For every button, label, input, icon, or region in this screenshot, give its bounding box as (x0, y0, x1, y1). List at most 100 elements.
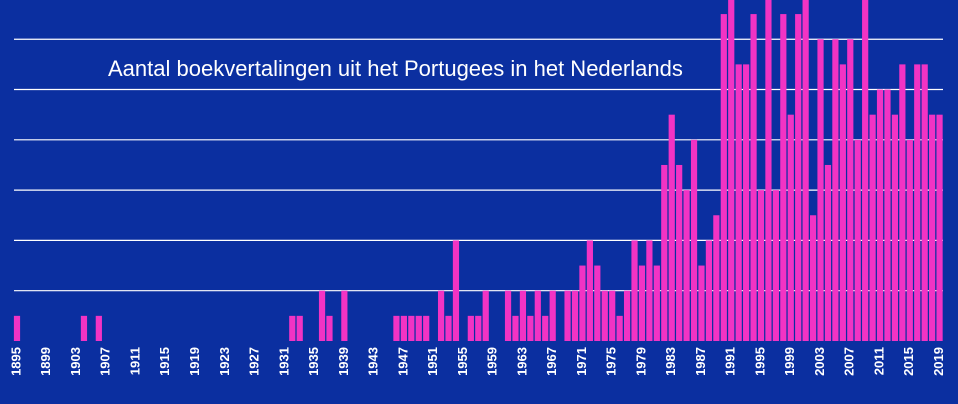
bar (80, 315, 88, 341)
x-tick-label: 2015 (901, 347, 916, 376)
bar (653, 265, 660, 341)
bar (609, 290, 616, 341)
bar (899, 64, 906, 341)
x-tick-label: 1907 (98, 347, 113, 376)
bar (408, 315, 415, 341)
bar (757, 190, 765, 341)
bar (869, 114, 876, 341)
bar (504, 290, 512, 341)
x-axis: 1895 1899 1903 1907 1911 1915 1919 1923 1927 1931… (8, 347, 946, 376)
bar (772, 190, 779, 341)
x-tick-label: 1971 (574, 347, 589, 376)
bar (906, 139, 913, 341)
bar (914, 64, 921, 341)
bar (289, 315, 296, 341)
x-tick-label: 1919 (187, 347, 202, 376)
bar (579, 265, 586, 341)
bar (787, 114, 794, 341)
bar (824, 164, 832, 341)
x-tick-label: 2019 (931, 347, 946, 376)
bar (571, 290, 579, 341)
bar (616, 315, 623, 341)
bar (542, 315, 549, 341)
grid (14, 38, 943, 292)
x-tick-label: 1959 (485, 347, 500, 376)
bar (765, 0, 772, 341)
bar (631, 240, 638, 341)
bar (475, 315, 482, 341)
bar (564, 290, 571, 341)
bar (720, 14, 727, 341)
bar (690, 139, 698, 341)
bar (705, 240, 713, 341)
bar (341, 290, 348, 341)
bar (437, 290, 445, 341)
bar (519, 290, 527, 341)
bar (876, 89, 884, 341)
bar (445, 315, 452, 341)
bar (884, 89, 891, 341)
bar (452, 240, 460, 341)
bar (832, 39, 839, 341)
x-tick-label: 1903 (68, 347, 83, 376)
x-tick-label: 1991 (723, 347, 738, 376)
x-tick-label: 1983 (663, 347, 678, 376)
bar (549, 290, 556, 341)
bar (936, 114, 943, 341)
bar (527, 315, 534, 341)
bar (743, 64, 750, 341)
bars (13, 0, 943, 341)
bar (512, 315, 519, 341)
bar (683, 190, 690, 341)
x-tick-label: 2011 (871, 347, 886, 375)
bar (326, 315, 333, 341)
x-tick-label: 1895 (8, 347, 23, 376)
bar (847, 39, 854, 341)
x-tick-label: 1951 (425, 347, 440, 376)
x-tick-label: 2003 (812, 347, 827, 376)
bar (400, 315, 407, 341)
x-tick-label: 1931 (276, 347, 291, 376)
bar (638, 265, 646, 341)
bar (839, 64, 846, 341)
x-tick-label: 1955 (455, 347, 470, 376)
x-tick-label: 2007 (842, 347, 857, 376)
x-tick-label: 1923 (217, 347, 232, 376)
x-tick-label: 1935 (306, 347, 321, 376)
x-tick-label: 1963 (514, 347, 529, 376)
bar (921, 64, 928, 341)
bar (728, 0, 735, 341)
bar (534, 290, 541, 341)
bar (415, 315, 422, 341)
x-tick-label: 1967 (544, 347, 559, 376)
bar (809, 215, 817, 341)
bar (802, 0, 809, 341)
bar (13, 315, 21, 341)
x-tick-label: 1927 (247, 347, 262, 376)
bar (423, 315, 430, 341)
bar (95, 315, 102, 341)
x-tick-label: 1979 (633, 347, 648, 376)
x-tick-label: 1995 (752, 347, 767, 376)
bar (929, 114, 936, 341)
bar (646, 240, 653, 341)
x-tick-label: 1911 (127, 347, 142, 375)
bar (854, 139, 861, 341)
bar (601, 290, 608, 341)
bar (668, 114, 675, 341)
x-tick-label: 1915 (157, 347, 172, 376)
bar (467, 315, 474, 341)
bar (713, 215, 720, 341)
bar (891, 114, 899, 341)
bar (594, 265, 601, 341)
chart-title: Aantal boekvertalingen uit het Portugees… (108, 56, 683, 81)
x-tick-label: 1999 (782, 347, 797, 376)
bar (862, 0, 869, 341)
x-tick-label: 1975 (604, 347, 619, 376)
bar (482, 290, 489, 341)
bar (750, 14, 757, 341)
bar (795, 14, 802, 341)
x-tick-label: 1943 (366, 347, 381, 376)
bar (676, 164, 683, 341)
